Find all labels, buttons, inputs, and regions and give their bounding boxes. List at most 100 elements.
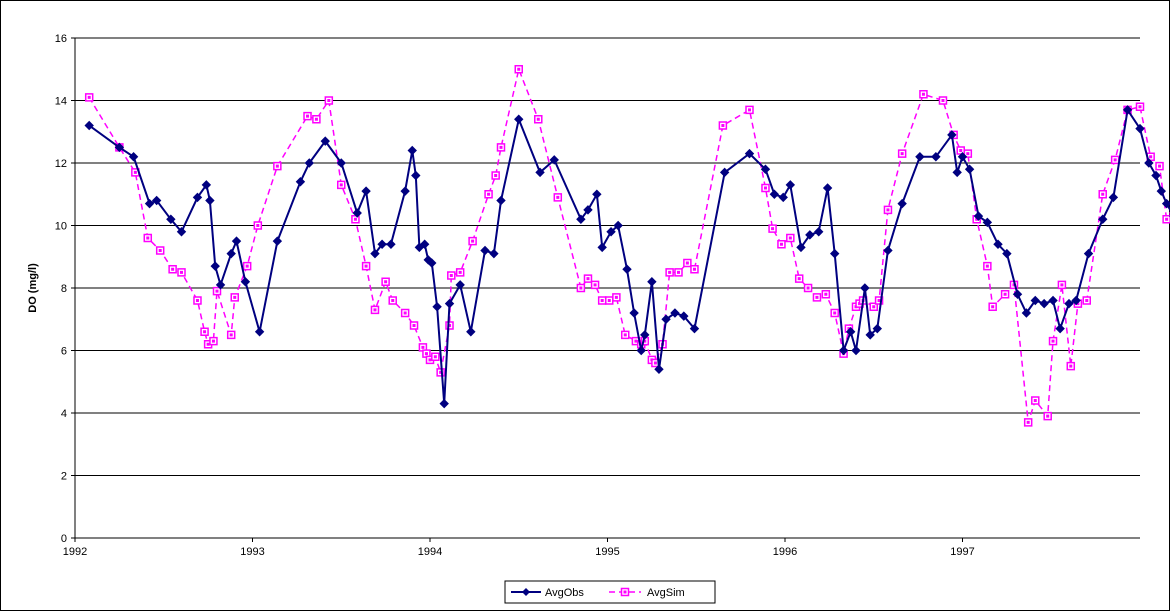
point-AvgObs-4 xyxy=(151,195,162,206)
point-core-AvgSim-70 xyxy=(833,311,837,315)
point-AvgObs-66 xyxy=(796,242,806,253)
point-AvgObs-81 xyxy=(947,130,957,140)
point-AvgObs-6 xyxy=(176,227,187,237)
point-core-AvgSim-98 xyxy=(1101,192,1105,196)
point-AvgObs-3 xyxy=(144,198,155,209)
point-core-AvgSim-93 xyxy=(1051,339,1055,343)
point-core-AvgSim-50 xyxy=(634,339,638,343)
point-AvgObs-14 xyxy=(240,277,251,287)
point-core-AvgSim-33 xyxy=(448,324,452,327)
point-core-AvgSim-34 xyxy=(449,274,453,277)
point-core-AvgSim-38 xyxy=(494,174,498,177)
x-tick-label: 1997 xyxy=(950,546,974,558)
legend-label-AvgObs: AvgObs xyxy=(545,587,584,599)
point-core-AvgSim-91 xyxy=(1033,399,1037,402)
point-AvgObs-100 xyxy=(1122,105,1133,115)
point-core-AvgSim-80 xyxy=(921,92,925,96)
point-core-AvgSim-69 xyxy=(824,292,828,296)
point-AvgObs-16 xyxy=(272,236,283,246)
point-core-AvgSim-39 xyxy=(499,145,503,149)
point-AvgObs-41 xyxy=(514,114,524,124)
point-AvgObs-45 xyxy=(583,205,593,215)
y-tick-label: 16 xyxy=(55,33,67,45)
point-core-AvgSim-47 xyxy=(607,299,611,302)
point-AvgObs-55 xyxy=(654,364,664,374)
point-AvgObs-78 xyxy=(897,198,907,209)
point-core-AvgSim-60 xyxy=(721,124,725,127)
point-AvgObs-57 xyxy=(670,308,680,318)
point-AvgObs-71 xyxy=(838,345,849,356)
point-AvgObs-28 xyxy=(411,170,421,181)
point-core-AvgSim-23 xyxy=(373,308,377,312)
y-tick-label: 8 xyxy=(61,283,67,295)
x-tick-label: 1995 xyxy=(595,546,619,558)
point-AvgObs-42 xyxy=(535,167,545,178)
point-core-AvgSim-87 xyxy=(991,305,995,309)
series-AvgObs xyxy=(84,105,1170,409)
point-core-AvgSim-20 xyxy=(339,183,343,187)
point-core-AvgSim-92 xyxy=(1046,414,1050,418)
point-AvgObs-21 xyxy=(352,208,362,218)
series-layer xyxy=(84,65,1170,427)
point-core-AvgSim-72 xyxy=(847,327,851,331)
point-core-AvgSim-81 xyxy=(941,99,945,102)
point-AvgObs-48 xyxy=(606,227,616,237)
point-AvgObs-80 xyxy=(931,152,941,162)
point-AvgObs-8 xyxy=(201,180,212,190)
point-core-AvgSim-64 xyxy=(779,242,783,246)
point-AvgObs-77 xyxy=(883,245,893,256)
x-tick-label: 1993 xyxy=(240,546,264,558)
point-AvgObs-84 xyxy=(964,164,975,174)
point-core-AvgSim-3 xyxy=(146,236,150,240)
point-AvgObs-104 xyxy=(1156,186,1167,196)
point-AvgObs-35 xyxy=(444,298,455,309)
point-AvgObs-87 xyxy=(993,239,1003,249)
point-core-AvgSim-102 xyxy=(1149,155,1153,159)
point-AvgObs-63 xyxy=(769,189,780,199)
point-AvgObs-2 xyxy=(128,152,139,162)
point-AvgObs-86 xyxy=(982,217,993,228)
point-AvgObs-19 xyxy=(320,136,330,146)
point-core-AvgSim-28 xyxy=(421,345,425,349)
point-core-AvgSim-49 xyxy=(623,333,627,337)
point-AvgObs-39 xyxy=(489,248,499,259)
point-AvgObs-69 xyxy=(822,183,833,193)
point-AvgObs-89 xyxy=(1012,289,1023,299)
point-AvgObs-37 xyxy=(466,327,476,337)
point-core-AvgSim-94 xyxy=(1060,283,1064,287)
point-AvgObs-22 xyxy=(361,186,371,196)
y-tick-label: 0 xyxy=(61,533,67,545)
point-core-AvgSim-103 xyxy=(1158,164,1162,168)
legend-label-AvgSim: AvgSim xyxy=(647,587,685,599)
point-AvgObs-11 xyxy=(215,280,226,290)
point-core-AvgSim-96 xyxy=(1076,302,1080,306)
point-AvgObs-17 xyxy=(295,177,306,187)
series-line-AvgObs xyxy=(88,107,1170,404)
point-AvgObs-75 xyxy=(865,330,875,340)
point-core-AvgSim-67 xyxy=(806,286,810,290)
point-AvgObs-53 xyxy=(640,330,650,340)
point-AvgObs-7 xyxy=(192,192,203,203)
point-AvgObs-34 xyxy=(439,398,449,409)
point-core-AvgSim-83 xyxy=(959,149,963,152)
point-AvgObs-76 xyxy=(872,323,883,334)
point-AvgObs-91 xyxy=(1030,295,1040,306)
point-AvgObs-33 xyxy=(432,302,442,312)
point-AvgObs-68 xyxy=(814,227,824,237)
point-core-AvgSim-63 xyxy=(771,227,775,231)
point-core-AvgSim-68 xyxy=(815,295,819,299)
point-core-AvgSim-7 xyxy=(195,299,199,302)
point-AvgObs-90 xyxy=(1021,308,1032,318)
point-AvgObs-44 xyxy=(576,214,586,224)
point-AvgObs-94 xyxy=(1055,323,1065,334)
x-tick-label: 1994 xyxy=(418,546,442,558)
point-core-AvgSim-85 xyxy=(975,217,979,221)
point-AvgObs-50 xyxy=(622,264,632,274)
point-core-AvgSim-37 xyxy=(487,192,491,196)
point-AvgObs-58 xyxy=(679,311,689,321)
y-tick-label: 4 xyxy=(61,408,67,420)
point-core-AvgSim-54 xyxy=(653,361,657,365)
point-AvgObs-38 xyxy=(480,245,490,256)
y-tick-label: 6 xyxy=(61,346,67,358)
point-AvgObs-20 xyxy=(336,158,346,168)
